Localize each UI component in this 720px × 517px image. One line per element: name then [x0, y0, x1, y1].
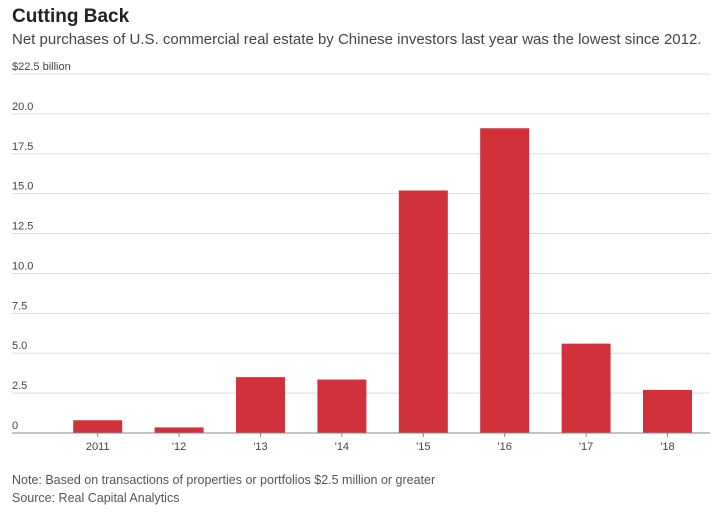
- x-tick-label: 2011: [86, 441, 110, 453]
- y-axis-top-label: $22.5 billion: [12, 61, 71, 73]
- x-tick-label: '13: [253, 441, 267, 453]
- bar-chart: $22.5 billion 0 2.5 5.0 7.5 10.0 12.5 15.0 17.5 2…: [0, 0, 720, 517]
- x-tick-label: '17: [579, 441, 593, 453]
- x-tick-label: '16: [498, 441, 512, 453]
- bar: [73, 420, 122, 433]
- bar: [562, 344, 611, 433]
- x-tick-label: '12: [172, 441, 186, 453]
- bar: [236, 377, 285, 433]
- y-tick-label: 10.0: [12, 260, 33, 272]
- y-tick-label: 0: [12, 420, 18, 432]
- x-tick-label: '18: [660, 441, 674, 453]
- bars: [73, 128, 692, 433]
- chart-source: Source: Real Capital Analytics: [12, 491, 179, 505]
- bar: [480, 128, 529, 433]
- chart-note: Note: Based on transactions of propertie…: [12, 473, 435, 487]
- y-tick-label: 17.5: [12, 141, 33, 153]
- bar: [317, 380, 366, 433]
- bar: [643, 390, 692, 433]
- y-tick-label: 20.0: [12, 101, 33, 113]
- bar: [155, 427, 204, 433]
- y-tick-label: 2.5: [12, 380, 27, 392]
- y-tick-label: 5.0: [12, 340, 27, 352]
- y-tick-label: 12.5: [12, 221, 33, 233]
- bar: [399, 190, 448, 433]
- x-tick-label: '14: [335, 441, 349, 453]
- x-tick-label: '15: [416, 441, 430, 453]
- y-tick-label: 15.0: [12, 181, 33, 193]
- y-tick-label: 7.5: [12, 300, 27, 312]
